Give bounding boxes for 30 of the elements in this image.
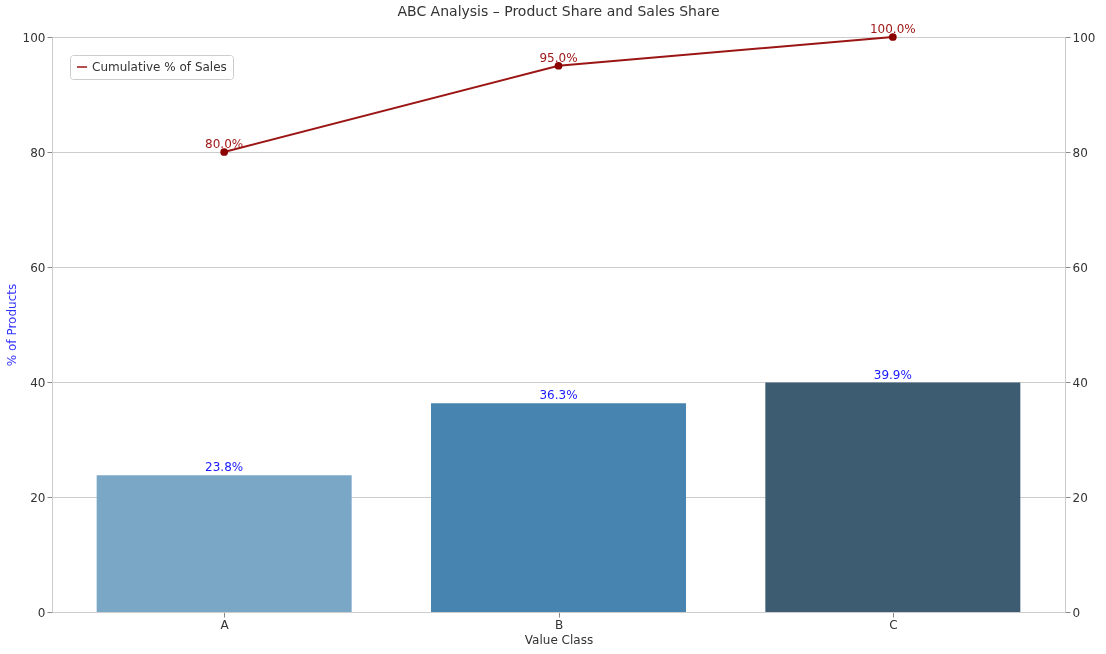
y2-tick-label: 60 (1072, 260, 1088, 275)
y-tick-label: 80 (30, 145, 46, 160)
x-tick-label: C (889, 617, 898, 632)
y-tick-label: 40 (30, 375, 46, 390)
data-label: 80.0% (205, 137, 244, 151)
data-label: 39.9% (873, 367, 912, 382)
x-axis-title: Value Class (524, 632, 594, 647)
bar (96, 475, 352, 612)
y2-tick-label: 20 (1072, 490, 1088, 505)
y-tick-label: 0 (37, 605, 46, 620)
y2-tick-label: 0 (1072, 605, 1081, 620)
y-tick-label: 60 (30, 260, 46, 275)
x-tick-label: A (220, 617, 230, 632)
point (220, 148, 229, 156)
y-tick-label: 100 (22, 30, 46, 45)
point (888, 33, 897, 41)
data-label: 95.0% (539, 50, 578, 65)
y2-tick-label: 40 (1072, 375, 1088, 390)
x-tick-label: B (554, 617, 564, 632)
y2-tick-label: 100 (1072, 30, 1096, 45)
y-axis-title: % of Products (4, 283, 19, 367)
bar (431, 403, 686, 612)
legend-label: Cumulative % of Sales (92, 60, 227, 74)
bar (765, 382, 1021, 612)
data-label: 100.0% (869, 22, 916, 36)
data-label: 36.3% (539, 388, 578, 403)
data-label: 23.8% (205, 460, 244, 475)
y-tick-label: 20 (30, 490, 46, 505)
chart-title: ABC Analysis – Product Share and Sales Share (397, 3, 720, 19)
y2-tick-label: 80 (1072, 145, 1088, 160)
